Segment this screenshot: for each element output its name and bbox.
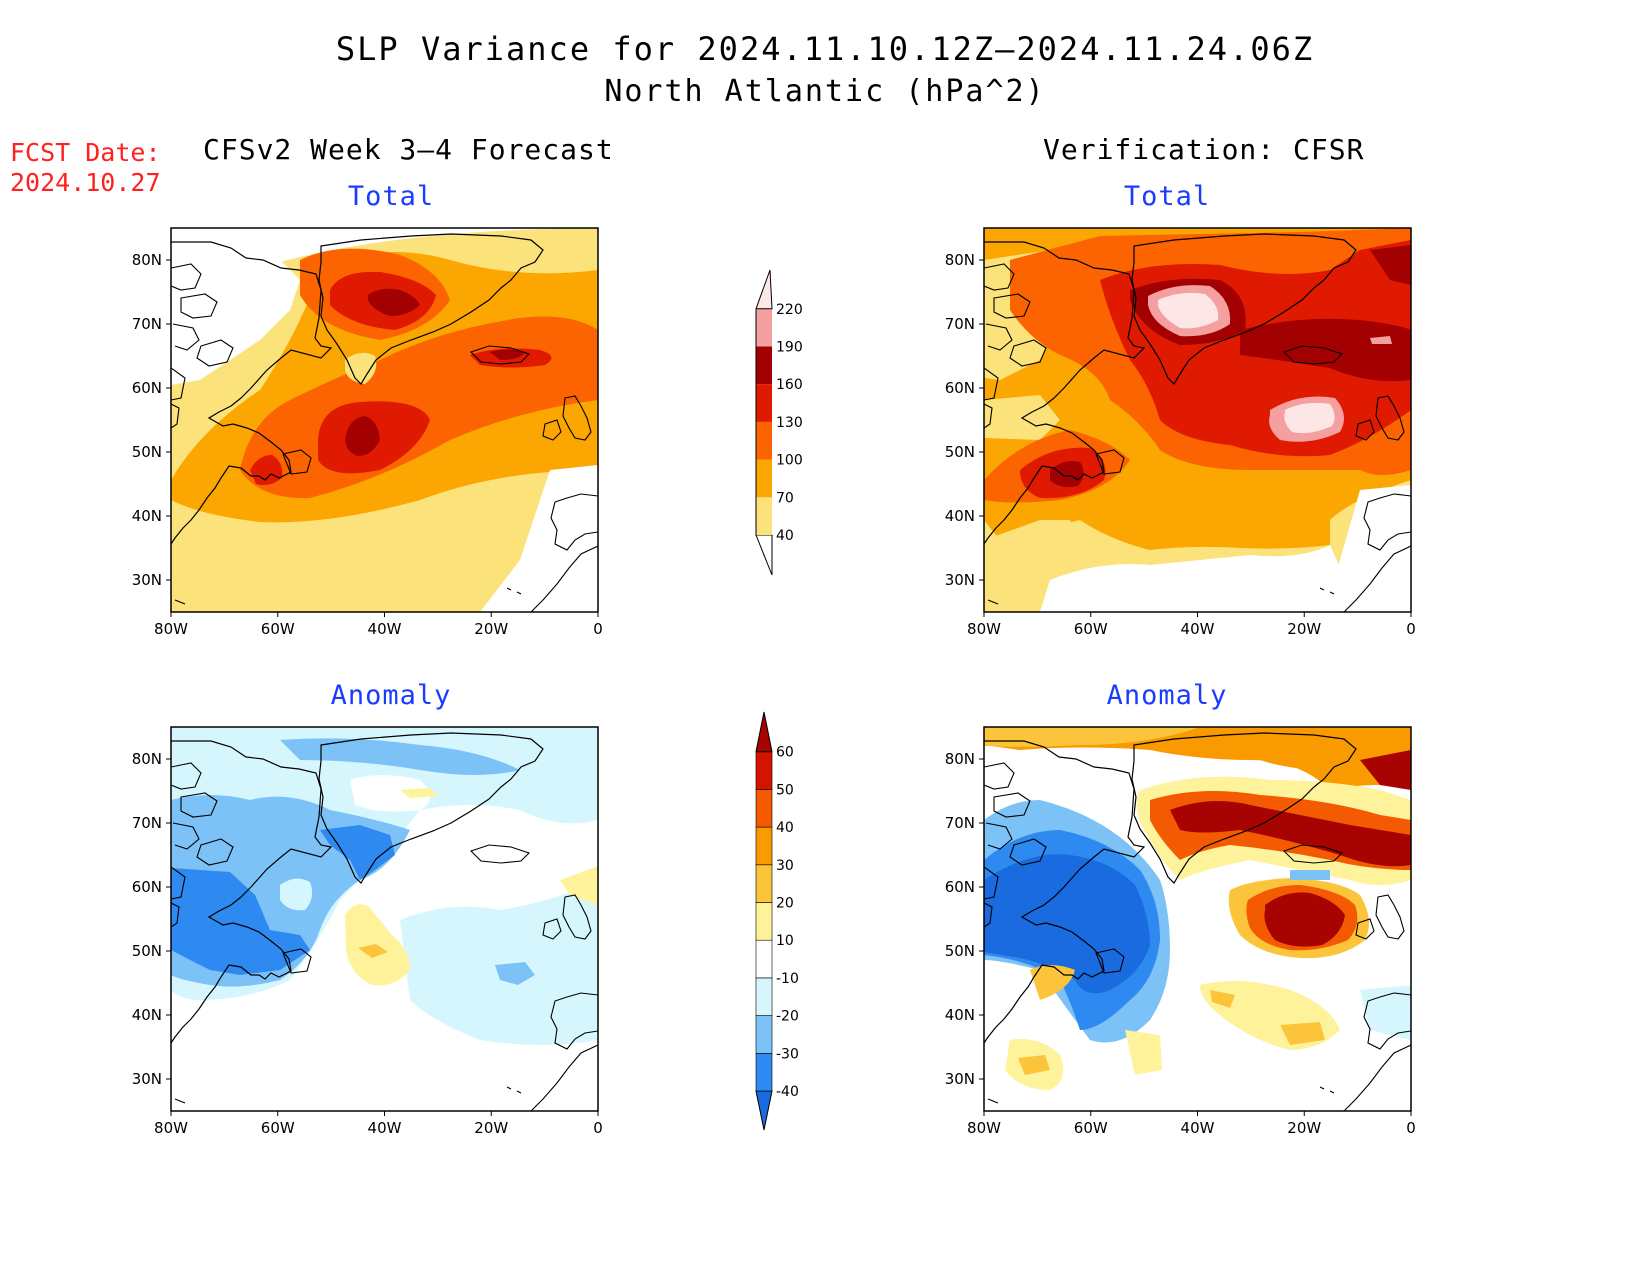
lon-tick-label: 20W	[1287, 620, 1321, 638]
lon-tick-label: 0	[593, 1119, 603, 1137]
colorbar-segment	[755, 1053, 773, 1092]
lat-tick-label: 50N	[132, 942, 162, 960]
lon-tick-label: 40W	[368, 1119, 402, 1137]
lat-tick-label: 40N	[132, 1006, 162, 1024]
chart-title: SLP Variance for 2024.11.10.12Z–2024.11.…	[335, 30, 1315, 68]
fcst-date-label: FCST Date: 2024.10.27	[10, 138, 161, 198]
colorbar-segment	[755, 1015, 773, 1054]
colorbar-label: 20	[776, 896, 794, 912]
fcst-label-text: FCST Date:	[10, 138, 161, 167]
colorbar-label: 50	[776, 782, 794, 798]
colorbar-segment	[756, 346, 772, 385]
lat-tick-label: 50N	[945, 443, 975, 461]
colorbar-upper-tail	[755, 711, 773, 753]
lon-tick-label: 60W	[1074, 1119, 1108, 1137]
lon-tick-label: 60W	[261, 1119, 295, 1137]
colorbar-label: 30	[776, 858, 794, 874]
chart-subtitle: North Atlantic (hPa^2)	[604, 74, 1046, 109]
colorbar-segment	[755, 826, 773, 866]
lat-tick-label: 50N	[132, 443, 162, 461]
colorbar-label: 10	[776, 933, 794, 949]
anomaly-colorbar: -40 -30 -20 -10 10 20 30 40 50 60	[755, 711, 799, 1131]
colorbar-upper-tail	[755, 269, 773, 310]
lat-tick-label: 60N	[132, 379, 162, 397]
lat-tick-label: 70N	[132, 315, 162, 333]
forecast-anomaly-map	[171, 727, 598, 1111]
lon-tick-label: 80W	[154, 1119, 188, 1137]
fcst-date-value: 2024.10.27	[10, 168, 161, 197]
colorbar-segment	[755, 977, 773, 1016]
colorbar-segment	[756, 497, 772, 535]
right-column-title: Verification: CFSR	[1043, 133, 1365, 166]
lon-tick-label: 0	[593, 620, 603, 638]
colorbar-segment	[755, 789, 773, 828]
lon-tick-label: 40W	[368, 620, 402, 638]
colorbar-segment	[755, 864, 773, 903]
lon-tick-label: 0	[1406, 620, 1416, 638]
lon-tick-label: 40W	[1181, 1119, 1215, 1137]
colorbar-label: -10	[776, 971, 799, 987]
lon-tick-label: 0	[1406, 1119, 1416, 1137]
verification-anomaly-title: Anomaly	[1106, 680, 1228, 711]
lon-tick-label: 80W	[967, 620, 1001, 638]
lat-tick-label: 40N	[945, 507, 975, 525]
colorbar-label: 60	[776, 745, 794, 761]
colorbar-lower-tail	[755, 1090, 773, 1131]
colorbar-segment	[756, 308, 772, 347]
lat-tick-label: 80N	[132, 251, 162, 269]
lon-tick-label: 20W	[474, 1119, 508, 1137]
lat-tick-label: 30N	[132, 1070, 162, 1088]
axes-layer: 80W 60W 40W 20W 0 80N 70N 60N 50N 40N 30N 80W 60W 40W…	[132, 251, 1416, 1137]
colorbar-label: 100	[776, 453, 803, 469]
colorbar-segment	[756, 421, 772, 460]
lat-tick-label: 80N	[945, 750, 975, 768]
lat-tick-label: 60N	[945, 878, 975, 896]
lat-tick-label: 40N	[945, 1006, 975, 1024]
colorbar-lower-tail	[755, 534, 773, 576]
lon-tick-label: 80W	[967, 1119, 1001, 1137]
left-column-title: CFSv2 Week 3–4 Forecast	[203, 133, 614, 166]
lat-tick-label: 30N	[945, 1070, 975, 1088]
lon-tick-label: 60W	[1074, 620, 1108, 638]
lat-tick-label: 50N	[945, 942, 975, 960]
colorbar-segment	[756, 459, 772, 498]
colorbar-label: 40	[776, 528, 794, 544]
colorbar-segment	[755, 751, 773, 790]
lat-tick-label: 30N	[132, 571, 162, 589]
lat-tick-label: 60N	[945, 379, 975, 397]
colorbar-label: 160	[776, 377, 803, 393]
lat-tick-label: 70N	[945, 315, 975, 333]
verification-total-map	[984, 228, 1411, 612]
colorbar-segment	[755, 939, 773, 979]
lon-tick-label: 80W	[154, 620, 188, 638]
lat-tick-label: 70N	[132, 814, 162, 832]
total-colorbar: 40 70 100 130 160 190 220	[755, 269, 803, 576]
colorbar-label: 40	[776, 820, 794, 836]
lon-tick-label: 40W	[1181, 620, 1215, 638]
colorbar-segment	[755, 902, 773, 941]
verification-anomaly-map	[984, 727, 1411, 1111]
colorbar-label: -40	[776, 1084, 799, 1100]
colorbar-segment	[756, 384, 772, 422]
verification-total-title: Total	[1123, 181, 1211, 212]
colorbar-label: -30	[776, 1046, 799, 1062]
lon-tick-label: 20W	[474, 620, 508, 638]
lon-tick-label: 60W	[261, 620, 295, 638]
colorbar-label: 220	[776, 302, 803, 318]
colorbar-label: 70	[776, 490, 794, 506]
colorbar-label: 130	[776, 415, 803, 431]
lat-tick-label: 80N	[132, 750, 162, 768]
lon-tick-label: 20W	[1287, 1119, 1321, 1137]
forecast-anomaly-title: Anomaly	[330, 680, 452, 711]
colorbar-label: -20	[776, 1009, 799, 1025]
lat-tick-label: 70N	[945, 814, 975, 832]
forecast-total-title: Total	[347, 181, 435, 212]
lat-tick-label: 60N	[132, 878, 162, 896]
lat-tick-label: 80N	[945, 251, 975, 269]
colorbar-label: 190	[776, 340, 803, 356]
lat-tick-label: 30N	[945, 571, 975, 589]
forecast-total-map	[171, 228, 598, 612]
lat-tick-label: 40N	[132, 507, 162, 525]
